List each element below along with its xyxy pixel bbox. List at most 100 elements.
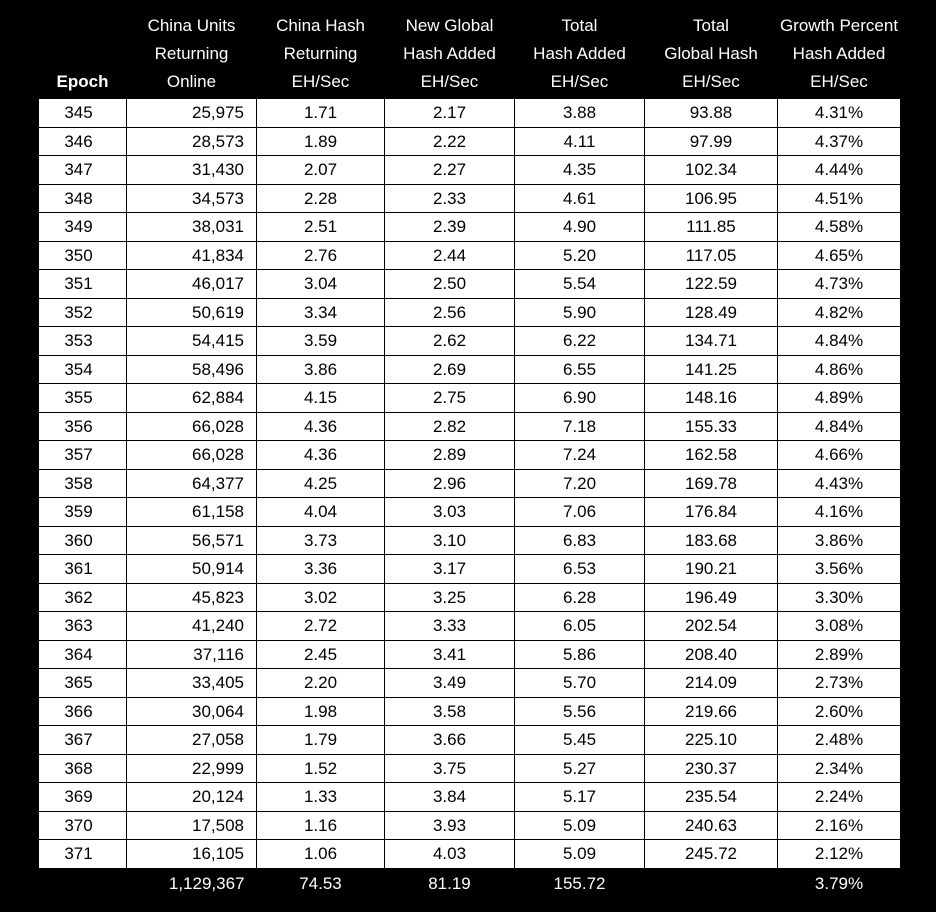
header-new-global-hash: New Global Hash Added EH/Sec bbox=[403, 16, 496, 91]
cell-new-global-hash: 3.41 bbox=[384, 639, 515, 669]
cell-new-global-hash: 3.93 bbox=[384, 810, 515, 840]
table-row: 364 37,116 2.45 3.41 5.86 208.40 2.89% bbox=[38, 639, 901, 669]
table-row: 363 41,240 2.72 3.33 6.05 202.54 3.08% bbox=[38, 611, 901, 641]
cell-china-units: 61,158 bbox=[126, 497, 257, 527]
cell-total-global-hash: 214.09 bbox=[644, 668, 778, 698]
cell-total-global-hash: 148.16 bbox=[644, 383, 778, 413]
table-row: 349 38,031 2.51 2.39 4.90 111.85 4.58% bbox=[38, 212, 901, 242]
cell-new-global-hash: 3.03 bbox=[384, 497, 515, 527]
table-row: 347 31,430 2.07 2.27 4.35 102.34 4.44% bbox=[38, 155, 901, 185]
table-row: 351 46,017 3.04 2.50 5.54 122.59 4.73% bbox=[38, 269, 901, 299]
cell-total-hash-added: 7.20 bbox=[514, 468, 645, 498]
cell-china-units: 64,377 bbox=[126, 468, 257, 498]
cell-total-hash-added: 6.28 bbox=[514, 582, 645, 612]
cell-growth-percent: 2.89% bbox=[777, 639, 901, 669]
cell-new-global-hash: 3.17 bbox=[384, 554, 515, 584]
cell-growth-percent: 4.43% bbox=[777, 468, 901, 498]
cell-china-hash: 3.86 bbox=[256, 354, 385, 384]
table-row: 346 28,573 1.89 2.22 4.11 97.99 4.37% bbox=[38, 126, 901, 156]
table-row: 348 34,573 2.28 2.33 4.61 106.95 4.51% bbox=[38, 183, 901, 213]
cell-new-global-hash: 3.58 bbox=[384, 696, 515, 726]
cell-new-global-hash: 2.17 bbox=[384, 98, 515, 128]
cell-epoch: 359 bbox=[38, 497, 127, 527]
cell-total-hash-added: 5.20 bbox=[514, 240, 645, 270]
cell-total-global-hash: 176.84 bbox=[644, 497, 778, 527]
cell-china-units: 50,619 bbox=[126, 297, 257, 327]
cell-china-units: 50,914 bbox=[126, 554, 257, 584]
cell-epoch: 363 bbox=[38, 611, 127, 641]
table-row: 365 33,405 2.20 3.49 5.70 214.09 2.73% bbox=[38, 668, 901, 698]
cell-new-global-hash: 3.49 bbox=[384, 668, 515, 698]
cell-total-hash-added: 5.86 bbox=[514, 639, 645, 669]
table-row: 368 22,999 1.52 3.75 5.27 230.37 2.34% bbox=[38, 753, 901, 783]
cell-new-global-hash: 3.10 bbox=[384, 525, 515, 555]
table-row: 350 41,834 2.76 2.44 5.20 117.05 4.65% bbox=[38, 240, 901, 270]
cell-total-global-hash: 230.37 bbox=[644, 753, 778, 783]
cell-china-units: 20,124 bbox=[126, 782, 257, 812]
cell-total-global-hash: 106.95 bbox=[644, 183, 778, 213]
cell-total-global-hash: 155.33 bbox=[644, 411, 778, 441]
cell-growth-percent: 4.31% bbox=[777, 98, 901, 128]
cell-china-hash: 4.36 bbox=[256, 440, 385, 470]
cell-total-global-hash: 245.72 bbox=[644, 839, 778, 869]
cell-china-units: 54,415 bbox=[126, 326, 257, 356]
cell-epoch: 365 bbox=[38, 668, 127, 698]
cell-china-units: 56,571 bbox=[126, 525, 257, 555]
total-global-hash bbox=[645, 868, 778, 899]
cell-total-hash-added: 3.88 bbox=[514, 98, 645, 128]
cell-epoch: 351 bbox=[38, 269, 127, 299]
cell-china-units: 33,405 bbox=[126, 668, 257, 698]
cell-china-units: 17,508 bbox=[126, 810, 257, 840]
cell-china-units: 28,573 bbox=[126, 126, 257, 156]
table-row: 359 61,158 4.04 3.03 7.06 176.84 4.16% bbox=[38, 497, 901, 527]
cell-china-hash: 1.33 bbox=[256, 782, 385, 812]
cell-growth-percent: 4.58% bbox=[777, 212, 901, 242]
cell-epoch: 347 bbox=[38, 155, 127, 185]
cell-total-global-hash: 102.34 bbox=[644, 155, 778, 185]
cell-china-hash: 4.36 bbox=[256, 411, 385, 441]
cell-total-global-hash: 128.49 bbox=[644, 297, 778, 327]
cell-total-hash-added: 6.55 bbox=[514, 354, 645, 384]
cell-total-hash-added: 5.09 bbox=[514, 839, 645, 869]
cell-growth-percent: 2.12% bbox=[777, 839, 901, 869]
totals-row: 1,129,367 74.53 81.19 155.72 3.79% bbox=[39, 868, 901, 899]
cell-china-hash: 2.28 bbox=[256, 183, 385, 213]
table-row: 356 66,028 4.36 2.82 7.18 155.33 4.84% bbox=[38, 411, 901, 441]
table-row: 360 56,571 3.73 3.10 6.83 183.68 3.86% bbox=[38, 525, 901, 555]
cell-total-global-hash: 183.68 bbox=[644, 525, 778, 555]
cell-new-global-hash: 2.62 bbox=[384, 326, 515, 356]
cell-epoch: 367 bbox=[38, 725, 127, 755]
cell-china-units: 58,496 bbox=[126, 354, 257, 384]
cell-total-hash-added: 5.70 bbox=[514, 668, 645, 698]
table-row: 366 30,064 1.98 3.58 5.56 219.66 2.60% bbox=[38, 696, 901, 726]
table-row: 355 62,884 4.15 2.75 6.90 148.16 4.89% bbox=[38, 383, 901, 413]
cell-china-hash: 1.79 bbox=[256, 725, 385, 755]
cell-total-hash-added: 6.83 bbox=[514, 525, 645, 555]
cell-growth-percent: 3.30% bbox=[777, 582, 901, 612]
cell-china-hash: 4.04 bbox=[256, 497, 385, 527]
cell-china-hash: 1.52 bbox=[256, 753, 385, 783]
cell-china-hash: 2.07 bbox=[256, 155, 385, 185]
table-row: 353 54,415 3.59 2.62 6.22 134.71 4.84% bbox=[38, 326, 901, 356]
cell-growth-percent: 3.86% bbox=[777, 525, 901, 555]
cell-total-hash-added: 7.06 bbox=[514, 497, 645, 527]
cell-epoch: 349 bbox=[38, 212, 127, 242]
cell-china-hash: 2.72 bbox=[256, 611, 385, 641]
cell-new-global-hash: 2.96 bbox=[384, 468, 515, 498]
cell-new-global-hash: 3.25 bbox=[384, 582, 515, 612]
cell-new-global-hash: 2.22 bbox=[384, 126, 515, 156]
cell-new-global-hash: 3.84 bbox=[384, 782, 515, 812]
cell-epoch: 346 bbox=[38, 126, 127, 156]
cell-growth-percent: 2.34% bbox=[777, 753, 901, 783]
cell-new-global-hash: 2.39 bbox=[384, 212, 515, 242]
header-total-hash-added: Total Hash Added EH/Sec bbox=[533, 16, 626, 91]
cell-epoch: 362 bbox=[38, 582, 127, 612]
cell-epoch: 352 bbox=[38, 297, 127, 327]
cell-china-hash: 2.51 bbox=[256, 212, 385, 242]
cell-growth-percent: 4.84% bbox=[777, 326, 901, 356]
table-row: 369 20,124 1.33 3.84 5.17 235.54 2.24% bbox=[38, 782, 901, 812]
cell-total-hash-added: 5.17 bbox=[514, 782, 645, 812]
cell-china-units: 45,823 bbox=[126, 582, 257, 612]
cell-china-hash: 1.98 bbox=[256, 696, 385, 726]
cell-total-global-hash: 169.78 bbox=[644, 468, 778, 498]
